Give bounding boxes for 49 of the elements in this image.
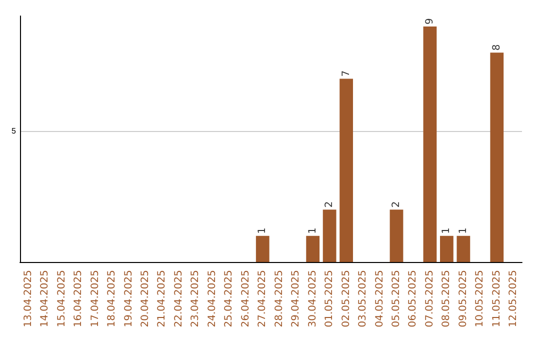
- x-tick-label: 05.05.2025: [391, 270, 402, 328]
- x-tick-label: 16.04.2025: [73, 270, 84, 328]
- bar: [440, 236, 454, 262]
- data-label: 1: [458, 227, 469, 234]
- bar: [490, 52, 504, 262]
- x-tick-label: 18.04.2025: [106, 270, 118, 328]
- x-tick-label: 26.04.2025: [240, 270, 252, 328]
- x-tick-label: 22.04.2025: [173, 270, 184, 328]
- x-tick-label: 01.05.2025: [324, 270, 336, 328]
- x-tick-label: 13.04.2025: [22, 270, 34, 328]
- x-tick-label: 14.04.2025: [40, 270, 51, 328]
- x-tick-label: 29.04.2025: [290, 270, 302, 328]
- x-tick-label: 09.05.2025: [458, 270, 469, 328]
- bar: [322, 210, 336, 262]
- x-tick-label: 03.05.2025: [358, 270, 369, 328]
- data-label: 9: [424, 18, 436, 24]
- bar: [306, 236, 320, 262]
- x-tick-label: 10.05.2025: [474, 270, 486, 328]
- x-tick-label: 20.04.2025: [140, 270, 151, 328]
- x-tick-label: 06.05.2025: [408, 270, 419, 328]
- x-tick-label: 07.05.2025: [424, 270, 436, 328]
- x-tick-label: 23.04.2025: [190, 270, 202, 328]
- x-tick-label: 28.04.2025: [274, 270, 285, 328]
- x-tick-label: 08.05.2025: [441, 270, 452, 328]
- x-tick-label: 24.04.2025: [206, 270, 218, 328]
- x-tick-label: 17.04.2025: [90, 270, 101, 328]
- data-label: 2: [324, 201, 336, 208]
- data-label: 2: [391, 201, 402, 208]
- x-tick-label: 11.05.2025: [491, 270, 502, 328]
- data-label: 8: [491, 44, 502, 51]
- bar: [390, 210, 404, 262]
- x-tick-label: 30.04.2025: [307, 270, 318, 328]
- bar: [340, 78, 353, 262]
- x-tick-label: 15.04.2025: [56, 270, 68, 328]
- x-tick-label: 02.05.2025: [340, 270, 352, 328]
- x-tick-label: 19.04.2025: [123, 270, 134, 328]
- bar: [256, 236, 270, 262]
- data-label: 1: [441, 227, 452, 234]
- x-tick-label: 25.04.2025: [224, 270, 235, 328]
- data-label: 7: [340, 70, 352, 77]
- data-label: 1: [307, 227, 318, 234]
- x-tick-label: 27.04.2025: [257, 270, 268, 328]
- bar: [456, 236, 470, 262]
- x-tick-label: 21.04.2025: [156, 270, 168, 328]
- bar: [423, 26, 437, 262]
- y-tick-label: 5: [12, 126, 17, 136]
- data-label: 1: [257, 227, 268, 234]
- x-tick-label: 04.05.2025: [374, 270, 386, 328]
- x-tick-label: 12.05.2025: [508, 270, 520, 328]
